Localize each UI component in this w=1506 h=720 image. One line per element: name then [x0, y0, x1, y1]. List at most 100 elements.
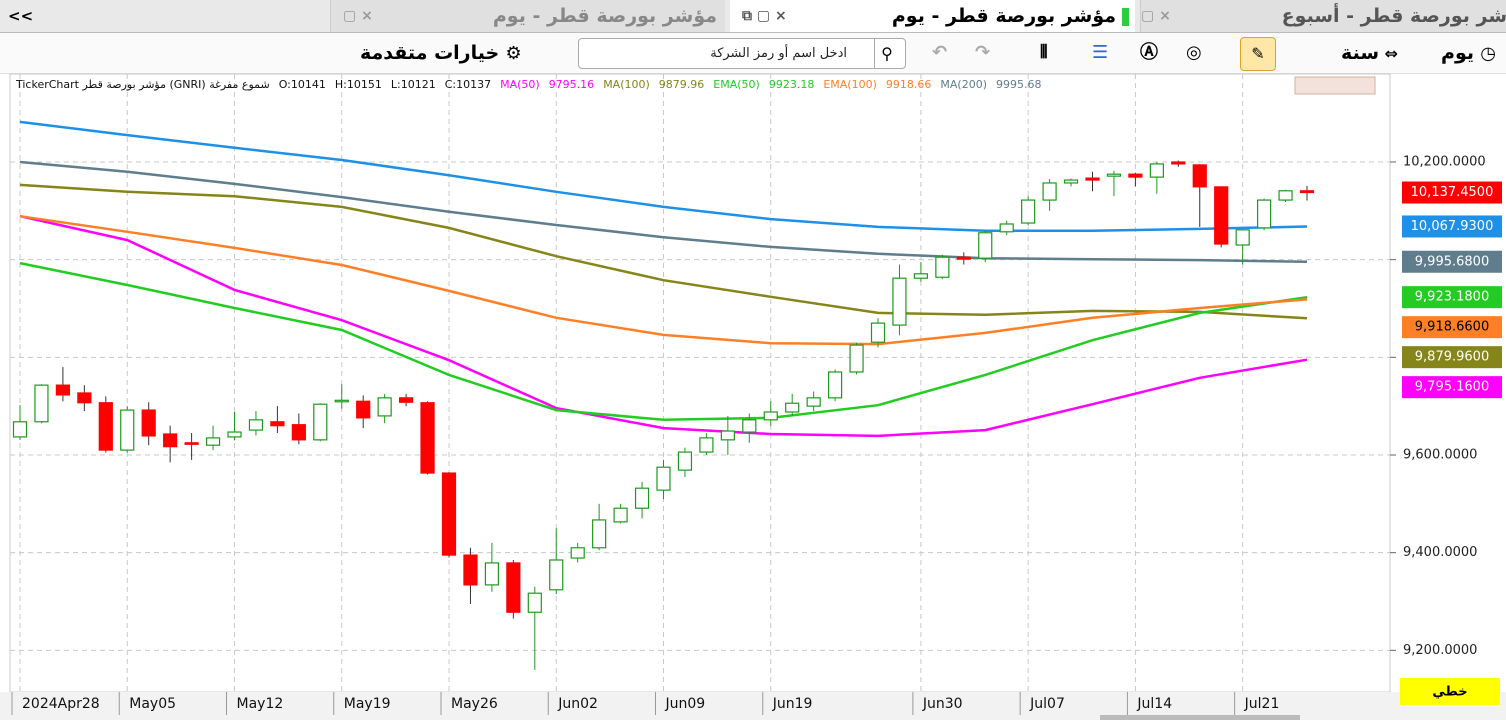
tab-close[interactable]: × ▢ ⧉ — [742, 8, 787, 24]
candle-body — [1085, 177, 1100, 181]
candle-body — [634, 487, 650, 509]
x-tick-label: Jun19 — [772, 696, 813, 712]
tab-label: مؤشر بورصة قطر - يوم — [492, 5, 717, 27]
period-day-label: يوم — [1441, 42, 1475, 64]
candle-body — [935, 256, 950, 278]
candle-body — [356, 400, 371, 419]
chart-style-label: خطي — [1432, 685, 1467, 700]
candle-body — [248, 419, 264, 431]
x-tick-label: May26 — [451, 696, 498, 712]
line-series — [19, 160, 1308, 264]
legend-title: TickerChart مؤشر بورصة قطر (GNRI) شموع م… — [16, 78, 270, 91]
tab-active[interactable]: مؤشر بورصة قطر - يوم × ▢ ⧉ — [730, 0, 1135, 32]
tab[interactable]: شر بورصة قطر - أسبوع × ▢ — [1140, 0, 1506, 32]
candle-body — [677, 451, 693, 471]
price-badge — [1402, 215, 1502, 238]
candle-body — [1299, 190, 1315, 194]
search-icon: ⚲ — [874, 39, 899, 68]
candle-body — [870, 322, 886, 343]
tab[interactable]: مؤشر بورصة قطر - يوم × ▢ — [330, 0, 725, 32]
legend-value: 9995.68 — [996, 78, 1042, 91]
x-tick-label: Jul07 — [1029, 696, 1065, 712]
tab-label: مؤشر بورصة قطر - يوم — [891, 5, 1116, 27]
candle-body — [1128, 173, 1143, 178]
chart-style-box[interactable] — [1400, 678, 1500, 705]
period-day-button[interactable]: ◷ يوم — [1441, 33, 1496, 73]
legend-value: 9879.96 — [658, 78, 705, 91]
ohlc-label: L:10121 — [390, 78, 436, 91]
price-badge-label: 9,918.6600 — [1415, 320, 1489, 335]
ohlc-label: C:10137 — [444, 78, 492, 91]
candle-body — [12, 421, 28, 438]
candle-body — [77, 392, 92, 404]
grid — [10, 74, 1390, 692]
x-tick-label: Jun02 — [557, 696, 598, 712]
chart-type-button[interactable]: ⫴ — [1040, 42, 1048, 63]
tab-marker — [1122, 7, 1129, 26]
candle-body — [270, 421, 285, 427]
candle-body — [999, 223, 1014, 233]
candle-body — [763, 411, 778, 421]
scrollbar[interactable] — [1100, 715, 1300, 720]
x-tick-label: 2024Apr28 — [22, 696, 100, 712]
tab-close[interactable]: × ▢ — [1141, 8, 1171, 24]
candle-body — [1063, 179, 1079, 184]
search-placeholder: ادخل اسم أو رمز الشركة — [710, 46, 847, 61]
price-badge-label: 10,137.4500 — [1411, 185, 1494, 200]
price-badge — [1402, 346, 1502, 369]
candle-body — [720, 430, 735, 441]
indicator-button[interactable]: ◎ — [1186, 42, 1202, 63]
candle-body — [978, 232, 993, 259]
candle-body — [1149, 163, 1164, 178]
candle-body — [205, 437, 221, 446]
candle-body — [1042, 182, 1057, 201]
toolbar: ◷ يوم ⇔ سنة ✎ ◎ Ⓐ ☰ ⫴ ↷ ↶ ⚲ ادخل اسم أو ر… — [0, 33, 1506, 74]
layout-button[interactable]: ☰ — [1092, 42, 1109, 63]
advanced-options-button[interactable]: ⚙ خيارات متقدمة — [360, 33, 522, 73]
line-series — [19, 261, 1308, 422]
x-tick-label: Jun30 — [922, 696, 963, 712]
line-series — [19, 120, 1308, 233]
alert-button[interactable]: Ⓐ — [1140, 42, 1158, 63]
clock-icon: ◷ — [1474, 43, 1496, 64]
legend: TickerChart مؤشر بورصة قطر (GNRI) شموع م… — [16, 76, 1294, 94]
candle-body — [1214, 186, 1229, 245]
price-badge-label: 9,923.1800 — [1415, 290, 1489, 305]
legend-name: MA(50) — [500, 78, 540, 91]
candle-body — [1171, 161, 1186, 165]
legend-controls[interactable] — [1294, 76, 1376, 95]
candle-body — [441, 472, 457, 556]
candle-body — [699, 437, 714, 453]
x-tick-label: May19 — [344, 696, 391, 712]
x-tick-label: May12 — [237, 696, 284, 712]
legend-name: EMA(100) — [823, 78, 877, 91]
collapse-button[interactable]: << — [8, 7, 34, 25]
candle-body — [570, 547, 585, 559]
y-tick-label: 10,200.0000 — [1403, 154, 1486, 169]
undo-button[interactable]: ↶ — [932, 42, 948, 63]
tab-close[interactable]: × ▢ — [343, 8, 373, 24]
candle-body — [484, 562, 499, 586]
candle-body — [98, 402, 113, 451]
x-tick-label: Jul14 — [1136, 696, 1172, 712]
candle-body — [1235, 229, 1250, 246]
candle-body — [527, 592, 542, 613]
candle-body — [141, 409, 156, 437]
price-badge — [1402, 250, 1502, 273]
period-year-button[interactable]: ⇔ سنة — [1341, 33, 1398, 73]
candle-body — [956, 256, 971, 260]
ohlc-label: H:10151 — [334, 78, 382, 91]
price-badge-label: 10,067.9300 — [1411, 219, 1494, 234]
redo-button[interactable]: ↷ — [975, 42, 991, 63]
legend-value: 9795.16 — [548, 78, 595, 91]
candle-body — [613, 507, 628, 523]
candle-body — [656, 466, 671, 491]
candle-body — [806, 397, 821, 407]
draw-tool-button[interactable]: ✎ — [1240, 37, 1276, 71]
candle-body — [849, 344, 864, 373]
candle-body — [463, 554, 478, 586]
period-year-label: سنة — [1341, 42, 1380, 64]
candle-body — [184, 442, 199, 445]
search-box[interactable]: ⚲ ادخل اسم أو رمز الشركة — [578, 38, 906, 69]
line-series — [19, 183, 1308, 320]
